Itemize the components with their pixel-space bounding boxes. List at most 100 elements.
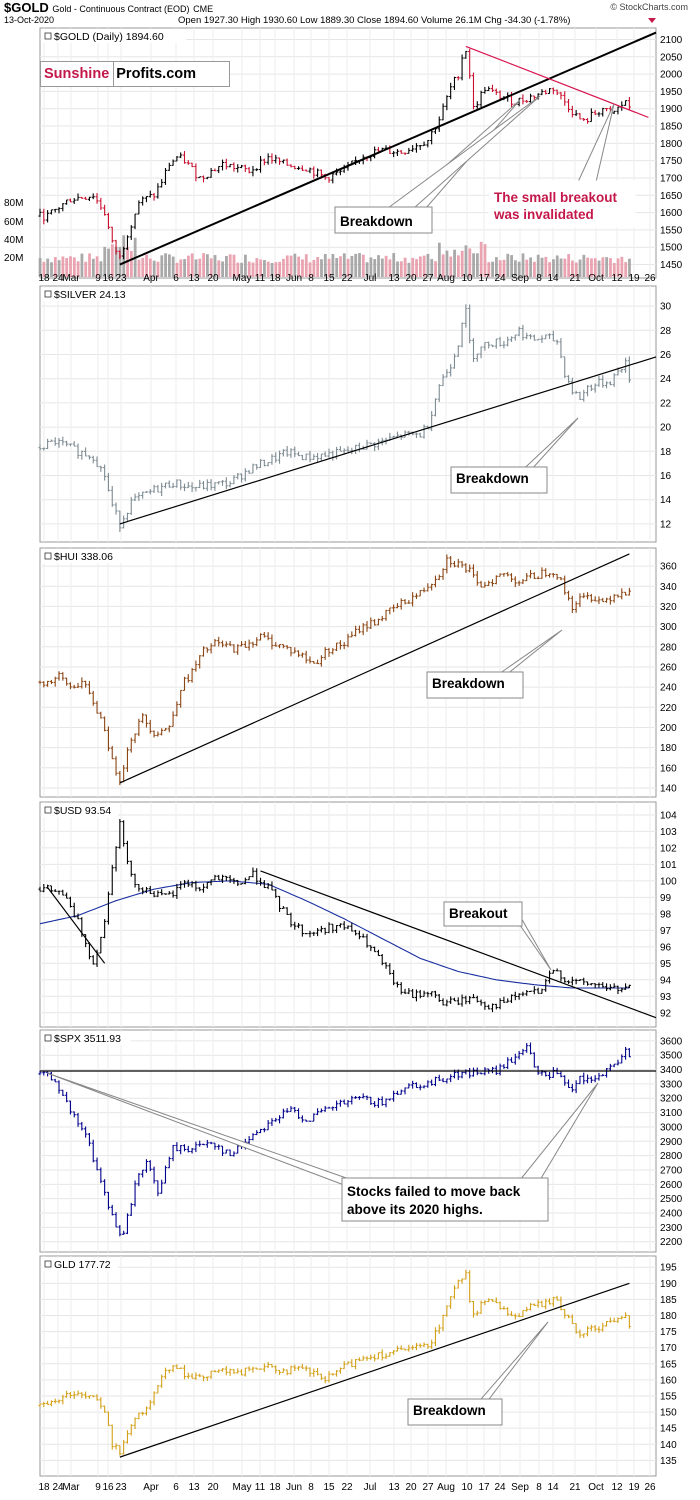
y-tick-label: 340 [660, 582, 677, 593]
x-tick-label: 8 [536, 1482, 542, 1493]
volume-bar [171, 256, 175, 277]
volume-bar [354, 253, 358, 277]
x-tick-label: Aug [437, 273, 455, 284]
volume-bar [160, 255, 164, 277]
volume-bar [620, 256, 624, 277]
y-tick-label: 104 [660, 810, 677, 821]
volume-bar [388, 259, 392, 277]
logo-part-profits: Profits.com [113, 62, 196, 86]
volume-bar [422, 255, 426, 277]
x-tick-label: 6 [173, 273, 179, 284]
annotation-text: above its 2020 highs. [347, 1202, 483, 1217]
volume-bar [202, 253, 206, 277]
x-tick-label: 11 [255, 1482, 266, 1493]
volume-bar [483, 244, 487, 277]
y-tick-label: 3400 [660, 1065, 683, 1076]
volume-bar [198, 258, 202, 277]
panel-title-bg [42, 288, 137, 301]
volume-bar [331, 254, 335, 277]
volume-bar [270, 262, 274, 277]
change-down-icon [648, 18, 656, 23]
volume-bar [460, 250, 464, 277]
panel-title-text: GLD 177.72 [54, 1259, 111, 1271]
y-tick-label: 1750 [660, 156, 683, 167]
volume-bar [339, 256, 342, 277]
annotation-box [334, 206, 433, 234]
x-tick-label: 12 [611, 1482, 623, 1493]
x-tick-label: 24 [494, 273, 506, 284]
volume-bar [365, 262, 369, 277]
panel-title-marker [44, 552, 52, 560]
x-tick-label: 12 [611, 273, 623, 284]
volume-bar [217, 260, 221, 277]
volume-bar [487, 262, 491, 277]
volume-bar [232, 254, 236, 277]
x-tick-label: 24 [494, 1482, 506, 1493]
volume-bar [445, 250, 449, 277]
volume-bar [590, 258, 593, 277]
y-tick-label: 200 [660, 723, 677, 734]
chart-panel: 12 14 16 18 20 22 24 26 28 30 $SILVER 24.13 [38, 285, 672, 543]
y-tick-label: 240 [660, 683, 677, 694]
volume-bar [502, 259, 506, 277]
y-tick-label: 3600 [660, 1036, 683, 1047]
annotation-box [426, 671, 524, 699]
x-tick-label: 19 [628, 1482, 640, 1493]
x-tick-label: 14 [547, 273, 559, 284]
y-tick-label: 140 [660, 1440, 677, 1451]
x-tick-label: 6 [173, 1482, 179, 1493]
volume-bar [456, 255, 460, 277]
x-tick-label: 18 [38, 1482, 50, 1493]
volume-bar [293, 253, 297, 277]
volume-bar [84, 261, 88, 277]
volume-bar [247, 261, 251, 277]
volume-bar [350, 255, 354, 277]
volume-bar [380, 258, 384, 277]
y-tick-label: 30 [660, 302, 672, 313]
volume-bar [373, 259, 377, 277]
y-tick-label: 2300 [660, 1223, 683, 1234]
volume-bar [266, 261, 270, 277]
y-tick-label: 26 [660, 350, 672, 361]
y-tick-label: 1700 [660, 173, 683, 184]
y-tick-label: 1550 [660, 225, 683, 236]
annotation-box [488, 180, 636, 228]
y-tick-label: 2800 [660, 1151, 683, 1162]
x-tick-label: 23 [115, 273, 127, 284]
y-tick-label: 2050 [660, 52, 683, 63]
y-tick-label: 3500 [660, 1051, 683, 1062]
y-tick-label: 135 [660, 1456, 677, 1467]
trendline [260, 870, 657, 1019]
volume-bar [65, 258, 69, 277]
volume-bar [141, 258, 145, 277]
chart-symbol: $GOLD Gold - Continuous Contract (EOD) C… [4, 0, 214, 15]
volume-bar [259, 259, 263, 277]
annotation-text: Breakout [449, 906, 508, 921]
y-tick-label: 160 [660, 1375, 677, 1386]
annotation-text: Breakdown [432, 676, 505, 691]
y-tick-label: 280 [660, 642, 677, 653]
volume-bar [472, 253, 475, 277]
y-tick-label: 92 [660, 1008, 672, 1019]
volume-bar [194, 259, 198, 277]
volume-bar [99, 261, 103, 277]
volume-bar [468, 248, 472, 277]
panel-frame [39, 801, 657, 1028]
panel-title: $SPX 3511.93 [42, 1032, 131, 1045]
x-tick-label: Jun [286, 273, 302, 284]
volume-bar [206, 254, 209, 277]
volume-bar [346, 258, 350, 277]
x-tick-label: 22 [341, 1482, 353, 1493]
volume-bar [80, 253, 84, 277]
y-tick-label: 360 [660, 562, 677, 573]
panel-title-bg [42, 1032, 131, 1045]
volume-bar [179, 259, 183, 277]
y-tick-label: 18 [660, 447, 672, 458]
volume-bar [479, 241, 483, 277]
x-tick-label: 13 [188, 1482, 200, 1493]
volume-bar [225, 256, 228, 277]
volume-bar [114, 246, 118, 277]
volume-bar [582, 254, 586, 277]
annotation-text: Breakdown [340, 214, 413, 229]
